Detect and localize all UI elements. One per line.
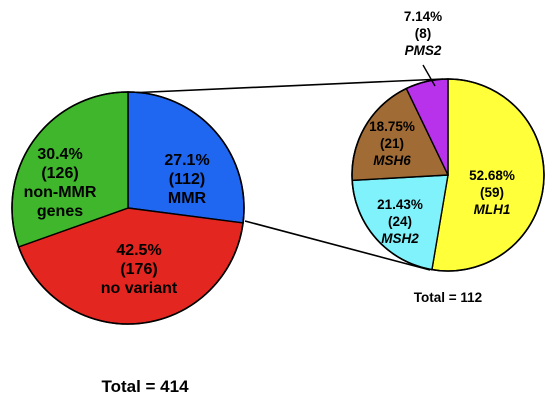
label-non-mmr-genes: 30.4% (126) non-MMR genes — [24, 146, 97, 220]
label-msh2: 21.43% (24) MSH2 — [377, 197, 423, 246]
mmr-breakdown-labels: 52.68% (59) MLH1 21.43% (24) MSH2 18.75% (21) MS… — [369, 9, 515, 246]
connector-bottom — [244, 220, 431, 271]
main-total-label: Total = 414 — [101, 377, 189, 396]
pie-outline — [11, 91, 245, 325]
sub-total-label: Total = 112 — [414, 290, 482, 305]
connector-top — [127, 78, 444, 94]
pie-outline — [351, 78, 545, 272]
label-mlh1: 52.68% (59) MLH1 — [469, 168, 515, 217]
label-no-variant: 42.5% (176) no variant — [101, 242, 178, 297]
connector-lines — [127, 78, 444, 271]
mmr-breakdown-pie — [351, 78, 545, 272]
label-mmr: 27.1% (112) MMR — [164, 152, 209, 207]
label-pms2: 7.14% (8) PMS2 — [404, 9, 442, 58]
label-msh6: 18.75% (21) MSH6 — [369, 119, 415, 168]
pms2-pointer-line — [422, 64, 436, 87]
main-pie — [11, 91, 245, 325]
